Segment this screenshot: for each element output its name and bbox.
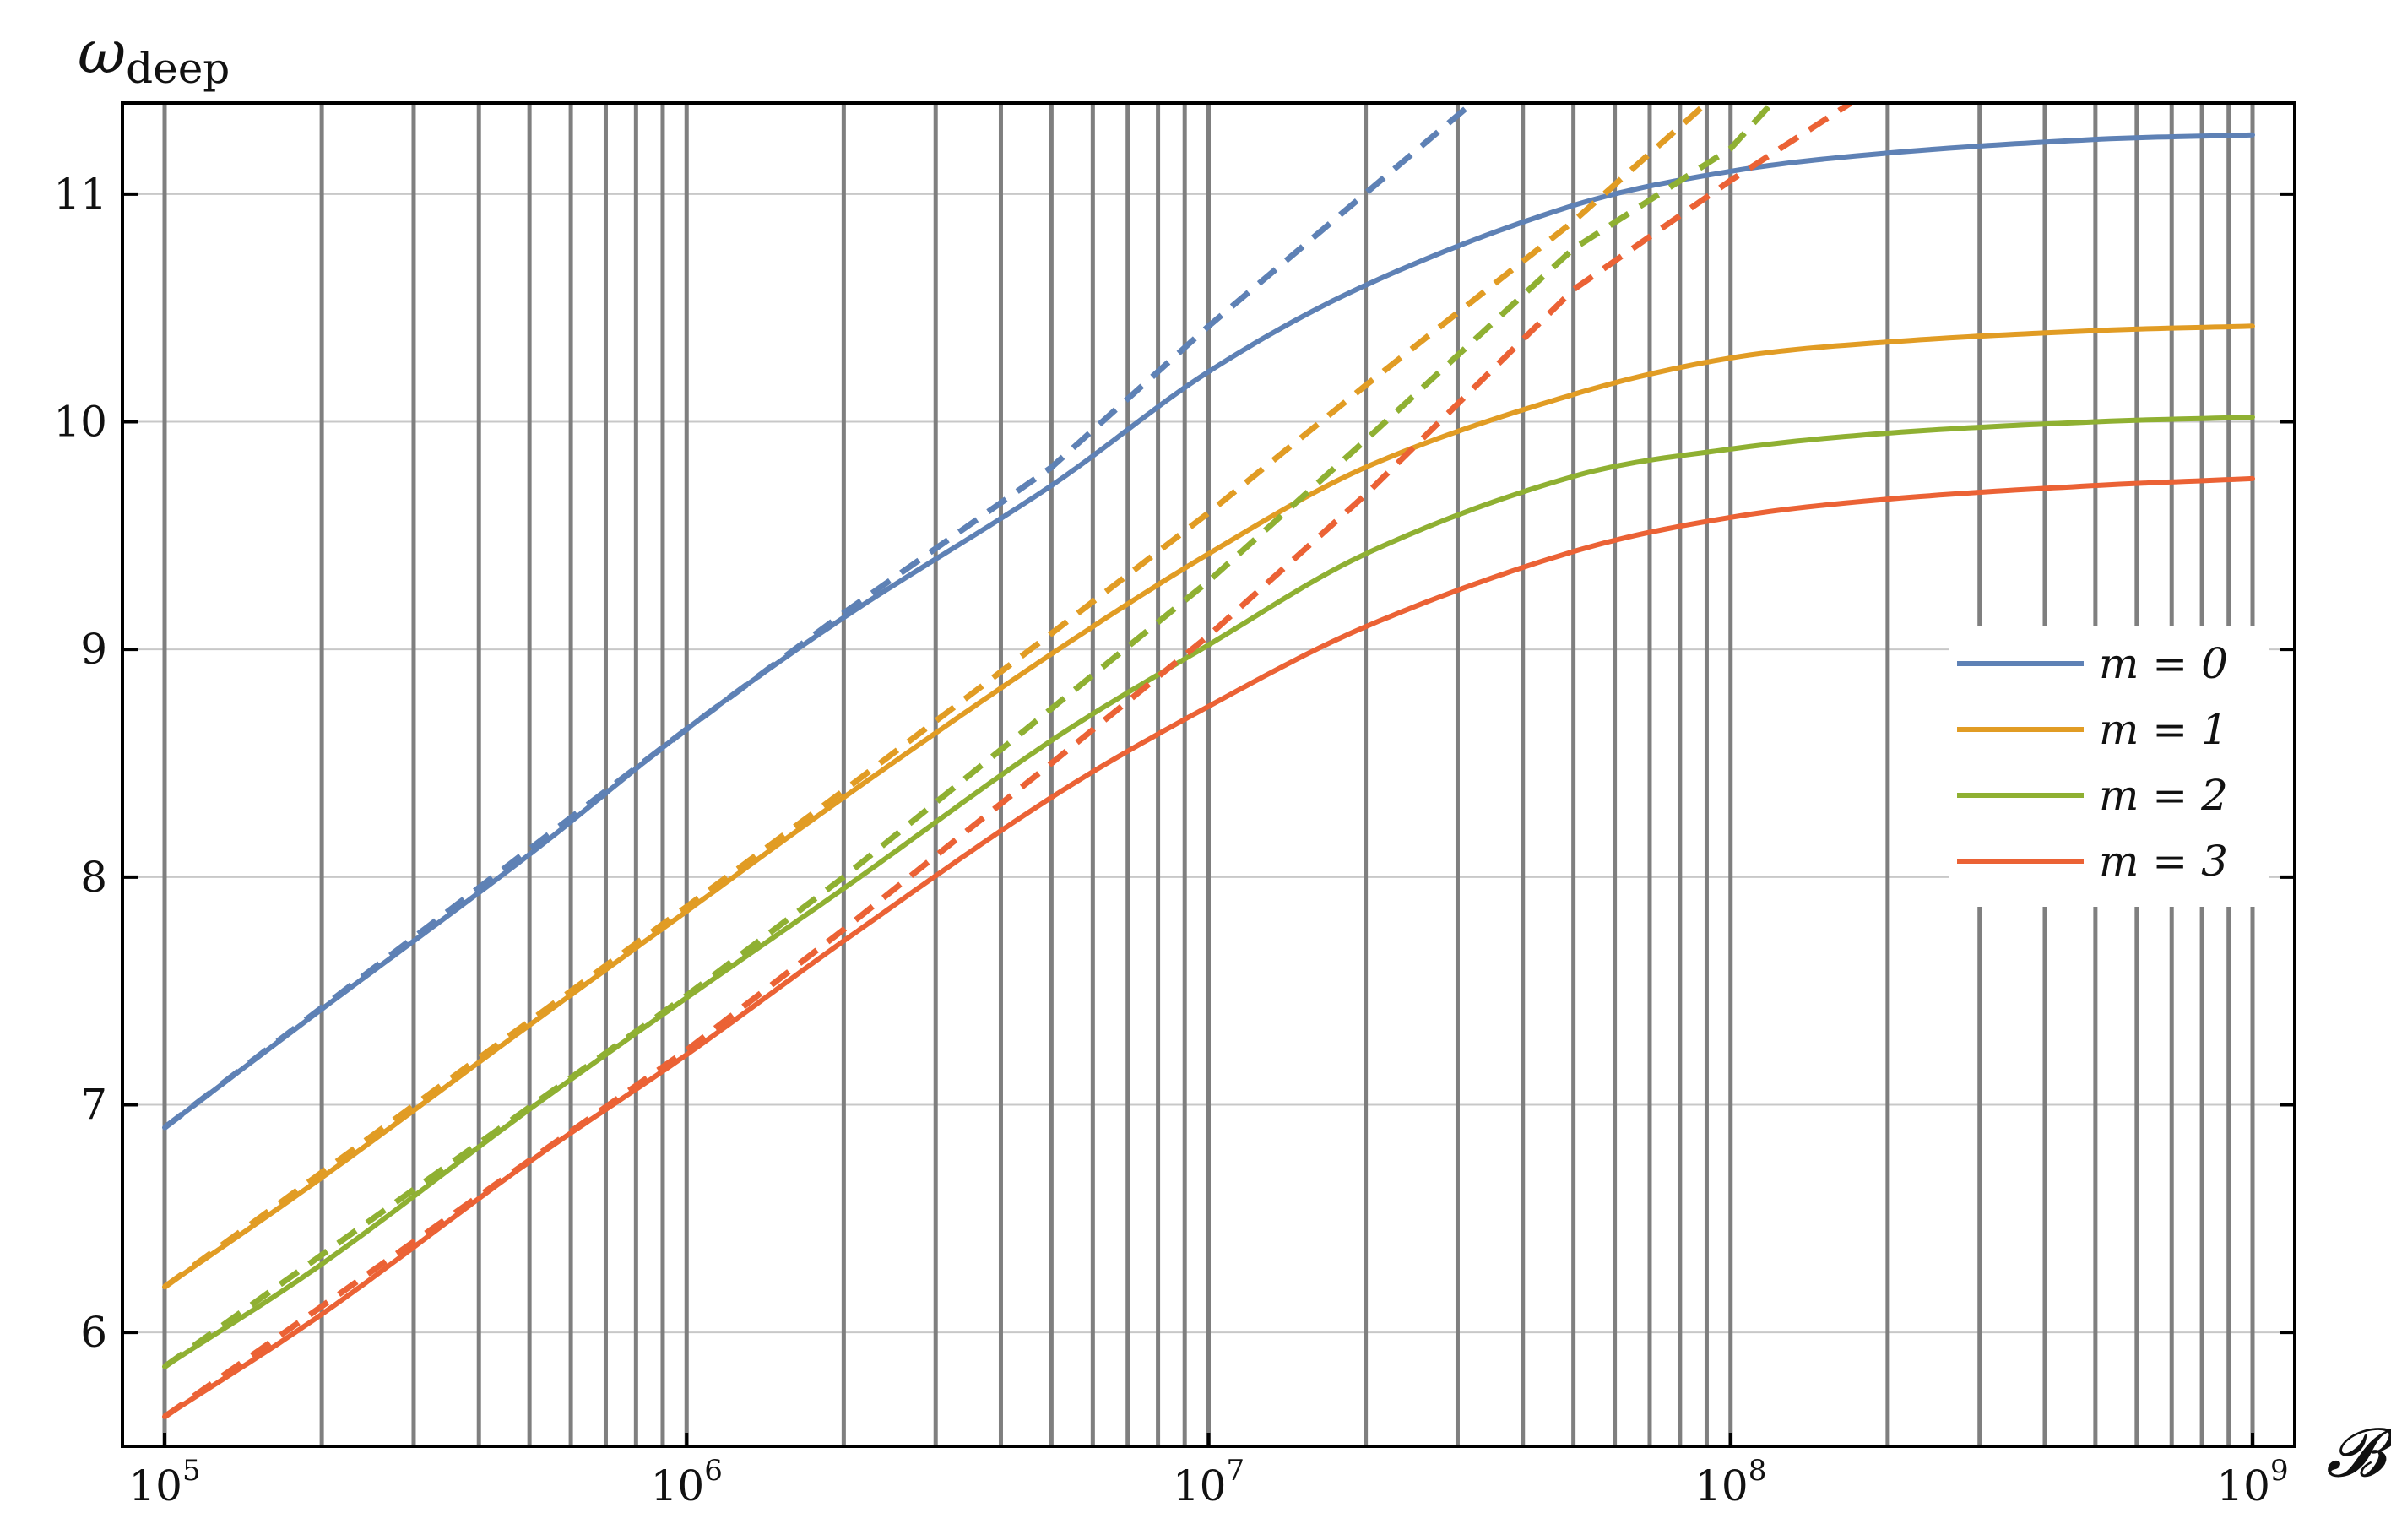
x-tick-base: 10 — [1694, 1461, 1749, 1510]
series-layer — [162, 103, 2255, 1419]
x-tick-exponent: 8 — [1749, 1454, 1767, 1488]
y-tick-label: 6 — [80, 1308, 107, 1357]
x-tick-labels: 105 106 107 108 109 — [128, 1454, 2288, 1510]
y-tick-label: 7 — [80, 1081, 107, 1130]
x-tick-exponent: 6 — [704, 1454, 723, 1488]
series-line-m-0 — [162, 132, 2255, 1131]
series-asymptote-m-2 — [162, 103, 1775, 1369]
x-tick-label: 109 — [2216, 1454, 2288, 1510]
y-tick-label: 11 — [53, 170, 107, 219]
x-tick-label: 106 — [651, 1454, 723, 1510]
x-tick-base: 10 — [1173, 1461, 1227, 1510]
x-tick-base: 10 — [651, 1461, 705, 1510]
y-tick-label: 10 — [53, 398, 107, 447]
series-asymptote-m-1 — [162, 103, 1709, 1290]
x-tick-exponent: 7 — [1226, 1454, 1244, 1488]
x-tick-exponent: 9 — [2270, 1454, 2289, 1488]
series-line-m-2 — [162, 415, 2255, 1369]
x-axis-title: 𝓑 — [2326, 1413, 2391, 1492]
legend: m = 0 m = 1 m = 2 m = 3 — [1949, 626, 2269, 907]
x-tick-exponent: 5 — [182, 1454, 201, 1488]
series-line-m-1 — [162, 323, 2255, 1290]
legend-label-m-1: m = 1 — [2099, 705, 2228, 754]
y-tick-label: 8 — [80, 853, 107, 902]
legend-label-m-2: m = 2 — [2099, 771, 2228, 820]
series-line-m-3 — [162, 475, 2255, 1419]
y-axis-title-main: ω — [78, 18, 126, 87]
x-tick-label: 107 — [1173, 1454, 1244, 1510]
y-tick-labels: 6 7 8 9 10 11 — [53, 170, 107, 1357]
axis-ticks — [122, 192, 2295, 1446]
legend-label-m-3: m = 3 — [2099, 837, 2228, 886]
x-tick-label: 108 — [1694, 1454, 1766, 1510]
series-asymptote-m-0 — [162, 103, 1475, 1131]
y-axis-title-subscript: deep — [126, 44, 230, 93]
x-tick-base: 10 — [2216, 1461, 2270, 1510]
series-asymptote-m-3 — [162, 103, 1853, 1419]
x-tick-label: 105 — [128, 1454, 200, 1510]
y-tick-label: 9 — [80, 625, 107, 674]
y-axis-title: ωdeep — [78, 18, 230, 93]
vertical-gridlines — [162, 103, 2255, 1446]
x-tick-base: 10 — [128, 1461, 182, 1510]
legend-label-m-0: m = 0 — [2099, 639, 2228, 688]
